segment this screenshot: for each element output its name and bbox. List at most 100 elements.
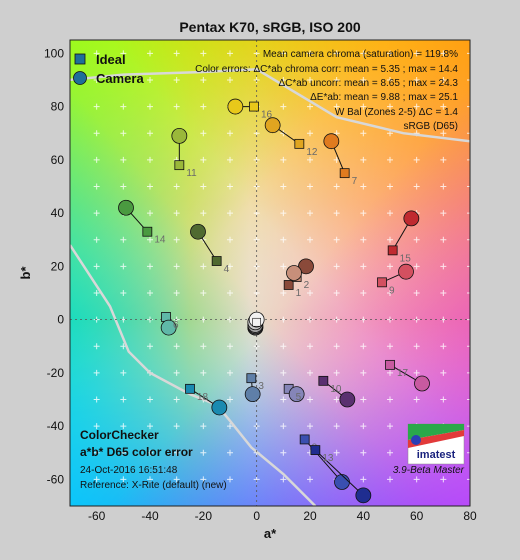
grid-mark [280, 263, 287, 270]
grid-mark [360, 76, 367, 83]
imatest-logo: imatest [407, 423, 465, 465]
camera-point-9 [398, 263, 414, 280]
grid-mark [280, 76, 287, 83]
grid-mark [93, 343, 100, 350]
grid-mark [280, 289, 287, 296]
x-tick-label: -20 [195, 509, 213, 523]
y-tick-label: 60 [51, 153, 65, 167]
grid-mark [120, 289, 127, 296]
grid-mark [173, 476, 180, 483]
grid-mark [147, 396, 153, 403]
camera-point-16 [227, 98, 244, 115]
grid-mark [440, 263, 447, 270]
camera-point-18 [211, 399, 228, 416]
grid-mark [227, 130, 233, 137]
grid-mark [200, 476, 207, 483]
ideal-point-15 [387, 245, 398, 256]
grid-mark [333, 236, 340, 243]
patch-label-11: 11 [186, 168, 197, 179]
camera-point-19 [248, 311, 265, 328]
grid-mark [147, 343, 153, 350]
grid-mark [93, 130, 100, 137]
camera-point-17 [414, 375, 430, 392]
grid-mark [227, 156, 233, 163]
patch-label-9: 9 [389, 285, 395, 296]
footer-block: ColorChecker a*b* D65 color error 24-Oct… [80, 428, 227, 491]
grid-mark [467, 263, 470, 270]
grid-mark [440, 76, 447, 83]
grid-mark [173, 183, 180, 190]
grid-mark [467, 316, 470, 323]
grid-mark [467, 130, 470, 137]
stats-line-6: sRGB (D65) [404, 121, 458, 132]
grid-mark [467, 50, 470, 57]
grid-mark [200, 156, 207, 163]
grid-mark [173, 50, 180, 57]
gamut-boundary-line [70, 244, 317, 506]
stats-line-4: ΔE*ab: mean = 9.88 ; max = 25.1 [310, 92, 458, 103]
grid-mark [387, 449, 393, 456]
grid-mark [93, 289, 100, 296]
grid-mark [93, 236, 100, 243]
ideal-point-1 [283, 280, 294, 290]
grid-mark [387, 423, 393, 430]
grid-mark [173, 396, 180, 403]
y-tick-label: 100 [44, 46, 64, 60]
y-tick-labels: -60 -40 -20 0 20 40 60 80 100 [44, 46, 64, 486]
grid-mark [93, 476, 100, 483]
camera-point-7 [323, 133, 340, 150]
grid-mark [467, 236, 470, 243]
grid-mark [120, 50, 127, 57]
patch-label-17: 17 [397, 368, 409, 379]
ideal-point-8 [299, 434, 310, 445]
grid-mark [307, 396, 313, 403]
grid-mark [307, 476, 313, 483]
patch-label-13: 13 [322, 453, 334, 464]
ideal-point-12 [294, 138, 305, 149]
grid-mark [413, 369, 420, 376]
grid-mark [307, 156, 313, 163]
grid-mark [280, 343, 287, 350]
grid-mark [387, 396, 393, 403]
grid-mark [413, 396, 420, 403]
gamut-boundaries [70, 68, 470, 506]
grid-mark [413, 289, 420, 296]
camera-point-4 [190, 223, 206, 240]
patch-label-16: 16 [261, 110, 273, 121]
grid-mark [387, 156, 393, 163]
grid-mark [200, 103, 207, 110]
patch-label-2: 2 [304, 280, 310, 291]
grid [93, 50, 470, 483]
patch-label-7: 7 [352, 176, 358, 187]
grid-mark [147, 50, 153, 57]
grid-mark [120, 103, 127, 110]
grid-mark [360, 156, 367, 163]
patch-label-5: 5 [296, 392, 302, 403]
grid-mark [413, 156, 420, 163]
grid-mark [307, 423, 313, 430]
grid-mark [360, 423, 367, 430]
grid-mark [227, 476, 233, 483]
grid-mark [173, 423, 180, 430]
grid-mark [147, 130, 153, 137]
camera-point-5 [288, 386, 305, 403]
grid-mark [467, 210, 470, 217]
data-marks: 123456789101112131415161718 [118, 98, 430, 504]
grid-mark [280, 396, 287, 403]
grid-mark [360, 476, 367, 483]
grid-mark [280, 156, 287, 163]
logo-text: imatest [417, 449, 456, 461]
grid-mark [333, 210, 340, 217]
grid-mark [333, 396, 340, 403]
grid-mark [387, 76, 393, 83]
y-tick-label: 20 [51, 259, 65, 273]
grid-mark [147, 449, 153, 456]
grid-mark [200, 263, 207, 270]
grid-mark [93, 50, 100, 57]
grid-mark [93, 369, 100, 376]
grid-mark [360, 396, 367, 403]
grid-mark [200, 449, 207, 456]
grid-mark [173, 289, 180, 296]
grid-mark [93, 396, 100, 403]
grid-mark [440, 210, 447, 217]
